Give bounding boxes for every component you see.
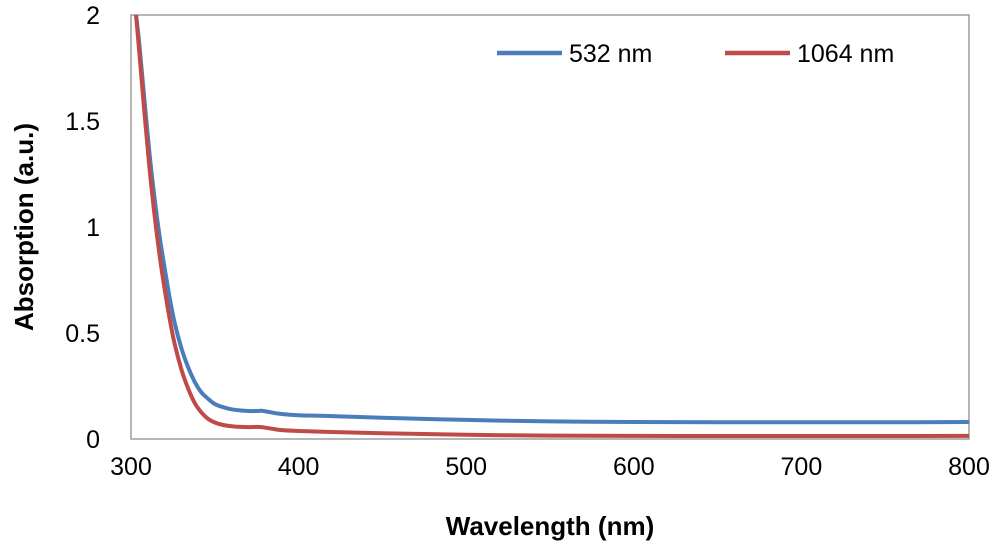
y-tick-label: 1.5 [65,108,100,136]
legend-label-1064nm: 1064 nm [797,40,894,68]
plot-area [130,14,970,440]
x-axis-ticks: 300 400 500 600 700 800 [110,453,990,481]
x-tick-label: 300 [110,453,152,481]
x-axis-title: Wavelength (nm) [446,511,654,541]
series-line-532nm [134,14,970,425]
y-tick-label: 1 [86,214,100,242]
x-tick-label: 600 [613,453,655,481]
x-tick-label: 800 [948,453,990,481]
legend: 532 nm 1064 nm [497,40,894,68]
y-tick-label: 0.5 [65,320,100,348]
legend-label-532nm: 532 nm [569,40,652,68]
y-tick-label: 2 [86,2,100,30]
y-tick-label: 0 [86,426,100,454]
series-line-1064nm [134,14,970,439]
y-axis-ticks: 0 0.5 1 1.5 2 [65,2,100,454]
x-tick-label: 500 [445,453,487,481]
y-axis-title: Absorption (a.u.) [9,123,39,331]
series-layer [134,14,970,439]
x-tick-label: 400 [278,453,320,481]
x-tick-label: 700 [781,453,823,481]
